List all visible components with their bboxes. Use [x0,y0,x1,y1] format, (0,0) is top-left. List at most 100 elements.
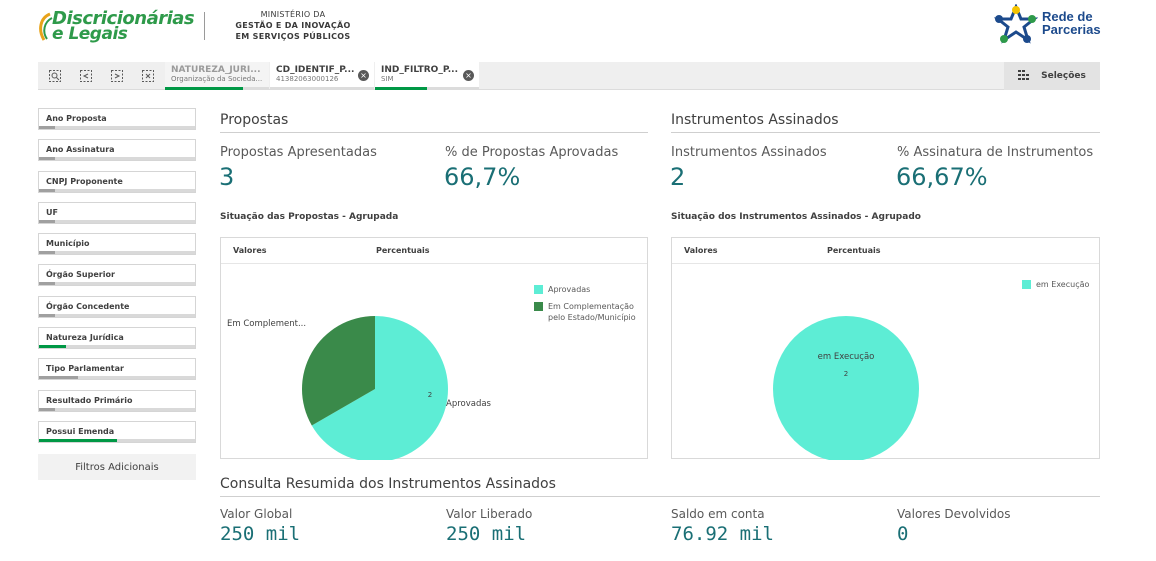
discricionarias-logo: Discricionárias e Legais [38,8,195,46]
filter-9[interactable]: Resultado Primário [38,389,196,412]
filter-7[interactable]: Natureza Jurídica [38,327,196,350]
legend-item-aprovadas[interactable]: Aprovadas [534,284,644,295]
valor-liberado-label: Valor Liberado [446,507,533,521]
filter-3[interactable]: UF [38,201,196,224]
step-back-icon[interactable] [75,66,97,86]
legend-item-complementacao[interactable]: Em Complementação pelo Estado/Município [534,301,644,323]
legend-swatch [534,285,543,294]
tab-percentuais[interactable]: Percentuais [376,246,430,255]
filter-state-bar [39,438,195,442]
pie-slice-0[interactable] [311,316,448,460]
clear-selections-icon[interactable] [137,66,159,86]
selection-field-name: NATUREZA_JURI... [171,65,261,75]
filter-label: Município [46,239,90,249]
pie-category-label: Em Complement... [227,319,306,329]
legend-label: em Execução [1036,280,1090,289]
filter-8[interactable]: Tipo Parlamentar [38,358,196,381]
propostas-chart-box: Valores Percentuais 2 Aprovadas 1 Em Comple… [220,237,649,460]
tab-valores[interactable]: Valores [233,246,267,255]
filter-label: Possui Emenda [46,426,115,436]
filter-state-bar [39,219,195,223]
propostas-chart-tabs: Valores Percentuais [221,238,647,264]
filter-label: Resultado Primário [46,395,133,405]
selection-state-bar [165,87,269,90]
partner-text: Rede de Parcerias [1042,10,1101,36]
filter-label: Órgão Superior [46,270,115,280]
selections-button[interactable]: Seleções [1004,62,1100,90]
propostas-apresentadas-value: 3 [219,163,235,191]
star-people-icon [993,3,1039,44]
swoosh-icon [39,12,53,41]
selection-field-name: CD_IDENTIF_P... [276,65,355,75]
selection-field-value: SIM [381,75,394,83]
saldo-em-conta-value: 76.92 mil [671,523,774,545]
pie-category-label: em Execução [818,352,875,362]
pie-value-label: 2 [428,391,432,399]
tab-percentuais[interactable]: Percentuais [827,246,881,255]
logo-line-1: Discricionárias [52,8,195,29]
filter-1[interactable]: Ano Assinatura [38,139,196,162]
selection-tab-natureza[interactable]: NATUREZA_JURI... Organização da Socieda.… [165,62,269,90]
filter-label: Ano Proposta [46,114,107,123]
ministry-line-2: GESTÃO E DA INOVAÇÃO [235,21,351,30]
propostas-pie-chart[interactable]: 2 Aprovadas 1 Em Complement... [221,264,649,460]
filter-4[interactable]: Município [38,233,196,256]
filter-label: UF [46,207,58,217]
assinatura-pct-label: % Assinatura de Instrumentos [897,145,1094,160]
propostas-section-title: Propostas [220,112,648,133]
tab-valores[interactable]: Valores [684,246,718,255]
instrumentos-chart-title: Situação dos Instrumentos Assinados - Ag… [671,212,921,222]
selection-tab-ind-filtro[interactable]: IND_FILTRO_P... SIM × [375,62,479,90]
grid-list-icon [1018,69,1030,83]
pie-category-label: Aprovadas [446,399,492,409]
valor-liberado-value: 250 mil [446,523,527,545]
filter-state-bar [39,126,195,129]
filter-state-bar [39,376,195,380]
selections-label: Seleções [1041,71,1086,81]
selection-field-value: 41382063000126 [276,75,339,83]
assinatura-pct-value: 66,67% [896,163,988,191]
valores-devolvidos-value: 0 [897,523,909,545]
ministry-label: MINISTÉRIO DA GESTÃO E DA INOVAÇÃO EM SE… [228,9,358,42]
additional-filters-button[interactable]: Filtros Adicionais [38,454,196,480]
ministry-line-3: EM SERVIÇOS PÚBLICOS [235,32,351,41]
filter-label: CNPJ Proponente [46,176,123,186]
instrumentos-assinados-value: 2 [670,163,686,191]
propostas-chart-title: Situação das Propostas - Agrupada [220,212,399,222]
filter-10[interactable]: Possui Emenda [38,420,196,443]
remove-selection-icon[interactable]: × [358,70,369,81]
legend-item-em-execucao[interactable]: em Execução [1022,279,1098,290]
valor-global-label: Valor Global [220,507,293,521]
filter-0[interactable]: Ano Proposta [38,108,196,130]
filter-label: Tipo Parlamentar [46,364,124,374]
filter-state-bar [39,345,195,349]
selection-state-bar [375,87,479,90]
filter-6[interactable]: Órgão Concedente [38,295,196,318]
filter-state-bar [39,251,195,255]
instrumentos-chart-box: Valores Percentuais 2 em Execução em Exec… [671,237,1101,460]
selection-field-value: Organização da Socieda... [171,75,263,83]
filter-5[interactable]: Órgão Superior [38,264,196,287]
instrumentos-pie-chart[interactable]: 2 em Execução [672,264,1101,460]
propostas-aprovadas-pct-label: % de Propostas Aprovadas [445,145,619,160]
filter-label: Ano Assinatura [46,145,115,155]
pie-slice-1[interactable] [302,316,375,426]
filter-state-bar [39,407,195,411]
instrumentos-chart-tabs: Valores Percentuais [672,238,1099,264]
pie-slice-0[interactable] [773,316,919,460]
selection-state-bar [270,87,374,90]
pie-value-label: 2 [844,370,848,378]
filter-2[interactable]: CNPJ Proponente [38,170,196,193]
step-forward-icon[interactable] [106,66,128,86]
smart-search-icon[interactable] [44,66,66,86]
filter-state-bar [39,188,195,192]
valores-devolvidos-label: Valores Devolvidos [897,507,1011,521]
saldo-em-conta-label: Saldo em conta [671,507,765,521]
filter-state-bar [39,157,195,161]
consulta-section-title: Consulta Resumida dos Instrumentos Assin… [220,476,1100,497]
selection-tab-cnpj[interactable]: CD_IDENTIF_P... 41382063000126 × [270,62,374,90]
propostas-apresentadas-label: Propostas Apresentadas [220,145,377,160]
partner-line-2: Parcerias [1042,22,1101,37]
remove-selection-icon[interactable]: × [463,70,474,81]
rede-de-parcerias-logo: Rede de Parcerias [993,3,1104,46]
